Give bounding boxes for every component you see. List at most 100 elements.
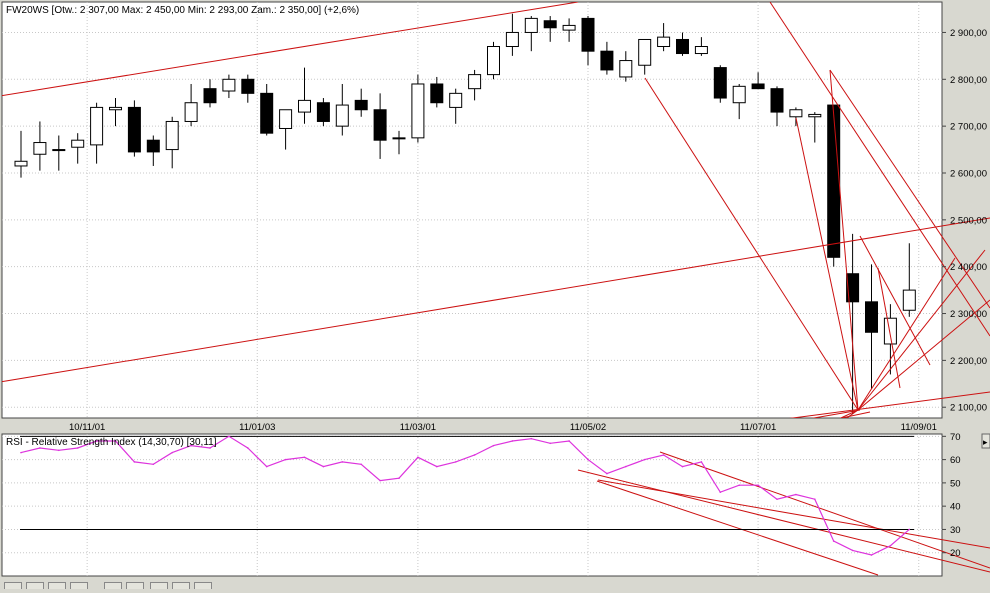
rsi-point xyxy=(20,451,22,454)
rsi-point xyxy=(530,437,533,440)
sheet-tab[interactable] xyxy=(104,582,122,589)
trendline xyxy=(789,391,990,418)
rsi-point xyxy=(39,447,41,449)
candlestick xyxy=(203,79,217,108)
candlestick xyxy=(335,83,349,136)
candlestick xyxy=(883,304,897,375)
price-chart-title: FW20WS [Otw.: 2 307,00 Max: 2 450,00 Min… xyxy=(6,5,359,16)
trendline xyxy=(859,235,931,366)
candlestick xyxy=(713,65,727,103)
rsi-point xyxy=(832,540,835,542)
candle-body-up xyxy=(562,24,576,31)
candlestick xyxy=(562,18,576,42)
trendline xyxy=(829,69,990,309)
sheet-tab[interactable] xyxy=(172,582,190,589)
trendline xyxy=(811,409,861,418)
trendline xyxy=(2,2,579,97)
candle-body-down xyxy=(600,50,614,71)
sheet-tab[interactable] xyxy=(126,582,144,589)
rsi-point xyxy=(58,449,60,452)
candlestick xyxy=(657,23,671,52)
rsi-point xyxy=(549,442,551,445)
candlestick xyxy=(241,74,255,103)
rsi-line xyxy=(20,435,910,556)
candle-body-down xyxy=(316,102,330,122)
rsi-point xyxy=(95,440,98,442)
rsi-point xyxy=(133,461,136,463)
sheet-tab[interactable] xyxy=(70,582,88,589)
rsi-point xyxy=(568,440,570,442)
candlestick xyxy=(505,13,519,56)
candle-body-down xyxy=(127,106,141,153)
candle-body-up xyxy=(694,46,708,55)
date-axis-label: 11/07/01 xyxy=(740,422,776,433)
rsi-point xyxy=(889,544,892,547)
candlestick xyxy=(146,135,160,166)
candle-body-down xyxy=(581,17,595,52)
candle-body-down xyxy=(241,78,255,94)
candlestick xyxy=(71,133,85,164)
candlestick xyxy=(732,83,746,120)
sheet-tab[interactable] xyxy=(4,582,22,589)
trendline xyxy=(845,409,859,418)
rsi-axis-label: 40 xyxy=(950,502,961,513)
candle-body-up xyxy=(298,99,311,113)
candlestick xyxy=(354,88,368,117)
candlestick xyxy=(902,243,916,317)
rsi-point xyxy=(757,484,759,487)
candle-body-down xyxy=(865,301,878,333)
trendline xyxy=(857,299,990,411)
candlestick xyxy=(449,88,463,124)
rsi-point xyxy=(209,447,211,449)
candlestick xyxy=(524,16,538,52)
candlestick xyxy=(392,130,406,155)
candle-body-down xyxy=(751,83,765,90)
candlestick xyxy=(694,37,708,56)
rsi-trendlines xyxy=(577,451,990,576)
trendlines-layer xyxy=(2,2,990,576)
rsi-point xyxy=(341,461,344,463)
sheet-tab[interactable] xyxy=(194,582,212,589)
candle-body-up xyxy=(619,60,633,78)
scroll-arrow-button[interactable]: ▸ xyxy=(981,433,990,449)
candlestick xyxy=(165,116,179,169)
candle-body-down xyxy=(713,67,727,99)
sheet-tab[interactable] xyxy=(48,582,66,589)
rsi-point xyxy=(436,465,438,468)
rsi-point xyxy=(473,454,476,456)
candlestick xyxy=(789,107,803,127)
candlestick xyxy=(109,98,122,127)
rsi-axis-label: 30 xyxy=(950,525,961,536)
candle-body-up xyxy=(789,109,803,118)
candlestick xyxy=(373,93,387,159)
rsi-axis-label: 20 xyxy=(950,548,961,559)
rsi-point xyxy=(492,444,495,447)
candle-body-up xyxy=(392,137,406,140)
date-axis-label: 11/01/03 xyxy=(239,422,275,433)
candle-body-down xyxy=(676,38,689,55)
rsi-point xyxy=(851,549,854,552)
rsi-point xyxy=(662,454,665,456)
rsi-point xyxy=(814,498,816,500)
candlestick xyxy=(222,74,236,99)
candle-body-down xyxy=(827,104,841,258)
rsi-point xyxy=(454,461,457,463)
rsi-point xyxy=(303,456,306,459)
candlestick xyxy=(676,32,689,56)
rsi-point xyxy=(322,465,325,468)
price-axis-label: 2 700,00 xyxy=(950,122,987,133)
rsi-point xyxy=(247,447,249,449)
candles-layer xyxy=(14,13,916,415)
rsi-point xyxy=(76,447,79,449)
date-axis-label: 11/05/02 xyxy=(570,422,606,433)
candle-body-down xyxy=(203,88,217,104)
candlestick xyxy=(298,67,311,124)
rsi-layer xyxy=(20,435,914,556)
rsi-point xyxy=(908,528,911,531)
candle-body-up xyxy=(449,92,463,108)
sheet-tab[interactable] xyxy=(150,582,168,589)
sheet-tab[interactable] xyxy=(26,582,44,589)
candlestick xyxy=(468,69,482,101)
rsi-point xyxy=(606,472,608,475)
candle-body-down xyxy=(430,83,444,104)
